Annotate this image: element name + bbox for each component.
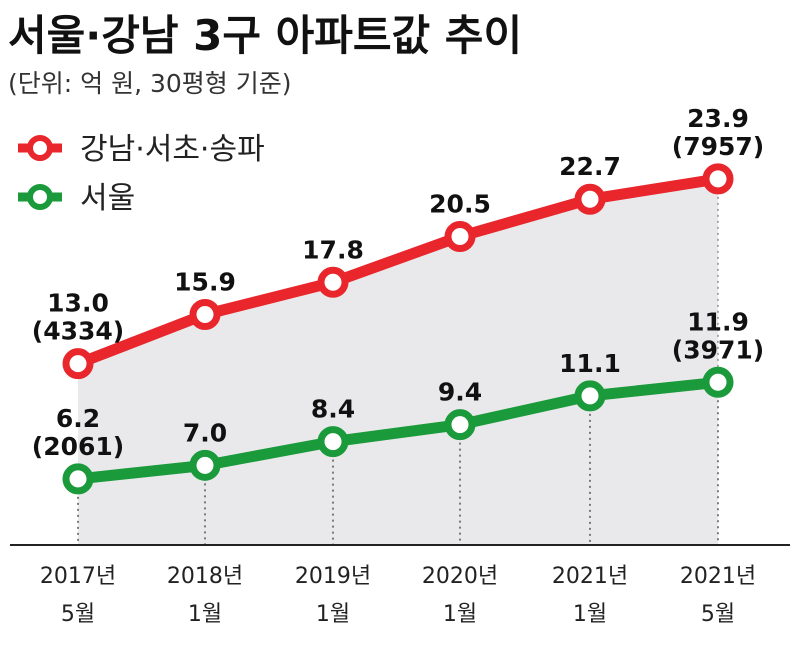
series-1-label-2: 8.4 <box>311 395 355 424</box>
x-tick-label-3-year: 2020년 <box>422 564 498 589</box>
series-0-point-5 <box>702 163 734 195</box>
chart-title: 서울·강남 3구 아파트값 추이 <box>8 11 522 60</box>
legend-item-seoul: 서울 <box>18 181 135 216</box>
series-1-label-1: 7.0 <box>183 418 227 447</box>
series-0-point-0 <box>62 348 94 380</box>
series-1-point-1 <box>189 449 221 481</box>
series-1-label-0: 6.2 <box>56 404 100 433</box>
area-band-upper <box>78 178 718 479</box>
plot-area: 13.0(4334)15.917.820.522.723.9(7957)6.2(… <box>10 104 790 627</box>
series-0-label-0: 13.0 <box>47 289 109 318</box>
x-tick-label-4-month: 1월 <box>573 602 607 627</box>
x-tick-label-4-year: 2021년 <box>552 564 628 589</box>
series-1-point-3 <box>444 409 476 441</box>
series-0-label-3: 20.5 <box>429 190 491 219</box>
x-tick-label-0-year: 2017년 <box>40 564 116 589</box>
series-0-label-1: 15.9 <box>174 267 236 296</box>
series-1-point-5 <box>702 366 734 398</box>
series-0-point-2 <box>317 266 349 298</box>
x-tick-label-1-month: 1월 <box>188 602 222 627</box>
legend-marker-gangnam <box>27 135 53 161</box>
x-tick-label-1-year: 2018년 <box>167 564 243 589</box>
series-line-0 <box>72 173 724 370</box>
chart-subtitle: (단위: 억 원, 30평형 기준) <box>8 69 291 98</box>
series-1-point-0 <box>62 463 94 495</box>
series-1-point-4 <box>574 380 606 412</box>
series-1-label-5: 11.9 <box>687 307 749 336</box>
series-0-label-2: 17.8 <box>302 235 364 264</box>
x-tick-label-5-year: 2021년 <box>680 564 756 589</box>
series-1-label-3: 9.4 <box>438 378 482 407</box>
series-1-point-2 <box>317 426 349 458</box>
series-0-point-3 <box>444 221 476 253</box>
legend-item-gangnam: 강남·서초·송파 <box>18 132 265 167</box>
x-tick-label-5-month: 5월 <box>701 602 735 627</box>
series-0-label-4: 22.7 <box>559 152 621 181</box>
legend-label-gangnam: 강남·서초·송파 <box>80 132 265 167</box>
series-0-sublabel-5: (7957) <box>672 132 764 161</box>
series-0-point-4 <box>574 183 606 215</box>
x-tick-label-2-year: 2019년 <box>295 564 371 589</box>
legend-marker-seoul <box>27 184 53 210</box>
series-0-label-5: 23.9 <box>687 104 749 133</box>
series-1-sublabel-0: (2061) <box>32 432 124 461</box>
x-tick-label-3-month: 1월 <box>443 602 477 627</box>
series-0-sublabel-0: (4334) <box>32 317 124 346</box>
x-tick-label-0-month: 5월 <box>61 602 95 627</box>
series-line-1 <box>72 376 724 485</box>
area-band-lower <box>78 382 718 545</box>
x-tick-label-2-month: 1월 <box>316 602 350 627</box>
legend: 강남·서초·송파 서울 <box>18 132 265 216</box>
series-0-point-1 <box>189 298 221 330</box>
legend-label-seoul: 서울 <box>80 181 135 216</box>
series-1-label-4: 11.1 <box>559 349 621 378</box>
series-1-sublabel-5: (3971) <box>672 335 764 364</box>
